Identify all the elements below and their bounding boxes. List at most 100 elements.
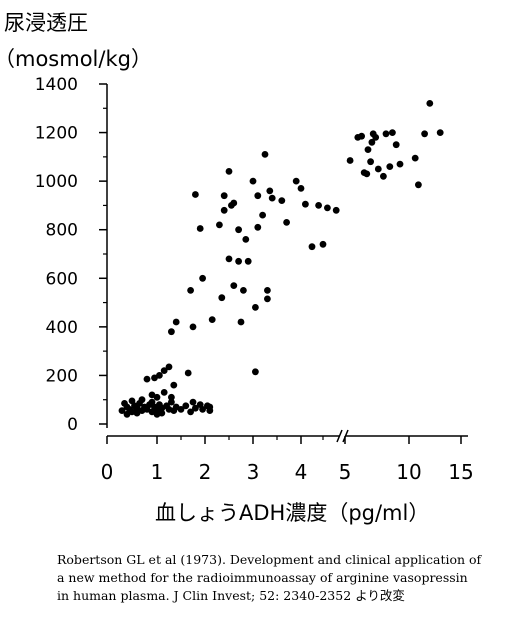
data-point xyxy=(230,282,238,289)
y-axis-title-line2: （mosmol/kg） xyxy=(0,47,152,71)
data-point xyxy=(382,130,390,138)
data-point xyxy=(308,243,316,251)
data-point xyxy=(421,130,428,138)
data-point xyxy=(266,187,274,195)
data-point xyxy=(165,363,173,371)
data-point xyxy=(143,375,151,383)
data-point xyxy=(158,409,166,417)
y-tick-label: 600 xyxy=(46,269,78,289)
data-point xyxy=(189,323,197,331)
data-point xyxy=(220,192,228,200)
data-point xyxy=(230,199,238,207)
data-point xyxy=(192,404,199,412)
x-tick-label: 10 xyxy=(396,460,421,484)
data-point xyxy=(225,255,233,263)
data-point xyxy=(199,274,207,282)
data-point xyxy=(380,172,387,180)
data-point xyxy=(199,406,207,413)
data-point xyxy=(218,294,226,302)
data-point xyxy=(426,100,434,107)
data-point xyxy=(389,129,396,137)
data-point xyxy=(237,318,245,326)
data-point xyxy=(187,408,195,416)
data-point xyxy=(160,367,168,374)
data-point xyxy=(118,407,126,414)
data-point xyxy=(264,287,271,294)
caption-line-1: Robertson GL et al (1973). Development a… xyxy=(57,552,482,567)
data-point xyxy=(319,240,327,248)
data-point xyxy=(168,393,175,401)
data-point xyxy=(261,151,269,158)
y-tick-label: 0 xyxy=(67,415,78,435)
data-point xyxy=(268,194,276,202)
data-point xyxy=(225,168,233,175)
x-tick-label: 5 xyxy=(339,460,352,484)
x-axis: 0 1 2 3 4 5 10 15 xyxy=(101,429,474,484)
data-point xyxy=(252,368,259,376)
data-point xyxy=(297,185,305,192)
caption-line-3: in human plasma. J Clin Invest; 52: 2340… xyxy=(57,588,405,603)
data-point xyxy=(374,165,382,173)
y-tick-label: 1400 xyxy=(35,75,78,95)
data-point xyxy=(358,132,365,140)
data-point xyxy=(192,191,199,198)
x-tick-label: 4 xyxy=(295,460,308,484)
data-point xyxy=(242,236,250,243)
data-point xyxy=(187,287,195,294)
data-point xyxy=(220,206,228,214)
data-point xyxy=(415,181,422,189)
data-point xyxy=(315,202,322,209)
data-points xyxy=(118,100,444,418)
data-point xyxy=(196,225,204,232)
data-point xyxy=(254,192,262,200)
data-point xyxy=(346,157,354,164)
data-point xyxy=(244,257,252,265)
data-point xyxy=(168,398,175,406)
data-point xyxy=(367,158,374,166)
data-point xyxy=(436,129,444,137)
data-point xyxy=(148,391,156,399)
x-axis-title: 血しょうADH濃度（pg/ml） xyxy=(155,501,429,525)
data-point xyxy=(332,206,340,214)
data-point xyxy=(208,316,216,323)
scatter-chart: 尿浸透圧 （mosmol/kg） 02004006008001000120014… xyxy=(0,11,474,525)
data-point xyxy=(249,177,257,185)
data-point xyxy=(324,204,331,212)
x-tick-label: 3 xyxy=(247,460,260,484)
data-point xyxy=(206,407,214,414)
data-point xyxy=(396,160,404,168)
data-point xyxy=(411,154,419,162)
y-tick-label: 200 xyxy=(46,366,78,386)
data-point xyxy=(386,163,394,171)
x-tick-label: 2 xyxy=(199,460,212,484)
y-tick-label: 400 xyxy=(46,318,78,338)
data-point xyxy=(368,138,376,146)
data-point xyxy=(160,389,168,396)
data-point xyxy=(254,223,262,231)
data-point xyxy=(170,381,178,389)
data-point xyxy=(138,396,146,404)
data-point xyxy=(168,328,175,336)
data-point xyxy=(184,369,192,377)
data-point xyxy=(216,221,223,229)
data-point xyxy=(240,287,247,294)
data-point xyxy=(156,372,163,379)
y-tick-label: 1000 xyxy=(35,172,78,192)
citation-caption: Robertson GL et al (1973). Development a… xyxy=(57,551,507,605)
x-tick-label: 15 xyxy=(448,460,473,484)
y-tick-label: 1200 xyxy=(35,124,78,144)
data-point xyxy=(252,304,259,311)
data-point xyxy=(235,257,243,265)
data-point xyxy=(363,170,371,178)
data-point xyxy=(235,226,243,234)
y-axis: 0 200 400 600 800 1000 1200 1400 xyxy=(35,75,108,435)
data-point xyxy=(189,398,197,406)
data-point xyxy=(264,295,271,303)
data-point xyxy=(283,219,290,226)
caption-line-2: a new method for the radioimmunoassay of… xyxy=(57,570,468,585)
data-point xyxy=(182,402,190,410)
y-tick-label: 800 xyxy=(46,221,78,241)
x-tick-label: 1 xyxy=(151,460,164,484)
data-point xyxy=(364,146,372,154)
data-point xyxy=(278,197,286,205)
